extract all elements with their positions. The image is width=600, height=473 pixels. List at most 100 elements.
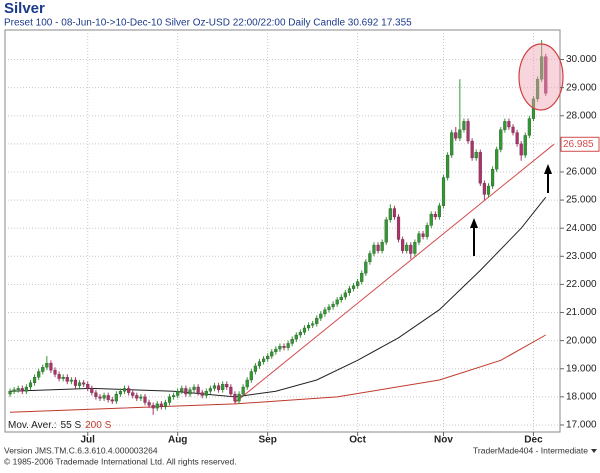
candle-body <box>319 313 323 319</box>
candle-body <box>388 208 392 220</box>
candle-body <box>245 379 249 388</box>
candle-body <box>147 402 151 406</box>
candle-body <box>257 361 262 367</box>
y-tick-label: 25.000 <box>566 195 597 206</box>
candle-body <box>172 395 176 398</box>
candle-body <box>421 233 425 237</box>
candle-body <box>16 388 20 390</box>
candle-body <box>429 213 433 226</box>
candle-body <box>266 355 270 360</box>
candle-body <box>12 389 16 392</box>
candle-body <box>437 205 441 218</box>
candle-body <box>229 386 233 395</box>
arrow <box>470 218 478 256</box>
y-tick-label: 20.000 <box>566 335 597 346</box>
candle-body <box>351 285 356 289</box>
chart-title: Silver <box>4 0 45 17</box>
candle-body <box>188 389 192 395</box>
candle-body <box>372 244 376 254</box>
footer-copyright: © 1985-2006 Trademade International Ltd.… <box>4 456 237 466</box>
x-tick-label: Aug <box>168 435 187 446</box>
candle-body <box>114 393 118 402</box>
candle-body <box>86 384 90 389</box>
candle-body <box>331 303 335 308</box>
candle-body <box>356 281 360 286</box>
candle-body <box>298 332 302 336</box>
moving-average <box>9 196 547 398</box>
candle-body <box>462 121 466 130</box>
dropdown-icon[interactable] <box>591 449 597 453</box>
chart-subtitle: Preset 100 - 08-Jun-10->10-Dec-10 Silver… <box>4 18 412 29</box>
y-tick-label: 28.000 <box>566 110 597 121</box>
y-tick-label: 19.000 <box>566 363 597 374</box>
overlays <box>9 143 555 413</box>
trendline <box>234 143 555 403</box>
candle-body <box>323 309 327 315</box>
plot-area <box>4 29 561 433</box>
candle-body <box>384 219 388 243</box>
y-tick-label: 18.000 <box>566 392 597 403</box>
candle-body <box>237 393 241 402</box>
candle-body <box>380 242 384 251</box>
candle-body <box>392 208 397 218</box>
candles <box>8 40 548 415</box>
arrow-head <box>544 164 552 174</box>
candle-body <box>376 244 380 251</box>
candle-body <box>446 154 450 178</box>
candle-body <box>204 391 208 396</box>
candle-body <box>294 334 298 340</box>
candle-body <box>159 403 163 407</box>
candle-body <box>20 388 24 392</box>
x-tick-label: Sep <box>258 435 276 446</box>
candle-body <box>405 244 409 251</box>
grid <box>5 30 560 432</box>
candle-body <box>311 323 315 326</box>
candle-body <box>90 388 94 393</box>
legend-entry: 200 S <box>85 420 111 431</box>
candle-body <box>470 140 474 159</box>
candle-body <box>106 395 110 400</box>
candle-body <box>8 391 12 395</box>
candle-body <box>253 365 257 372</box>
candle-body <box>486 185 491 195</box>
candle-body <box>57 374 61 379</box>
candle-body <box>327 306 331 310</box>
candle-body <box>278 346 282 350</box>
candle-body <box>274 348 278 353</box>
candle-body <box>527 118 531 136</box>
candle-body <box>401 239 405 251</box>
candle-body <box>302 327 307 333</box>
candle-body <box>364 261 368 274</box>
candle-body <box>217 385 221 390</box>
candle-body <box>241 386 245 395</box>
candle-body <box>540 56 544 80</box>
candle-body <box>192 386 196 390</box>
candle-body <box>347 288 352 293</box>
candle-body <box>282 346 286 348</box>
candle-body <box>180 388 184 392</box>
candle-body <box>343 292 347 298</box>
candle-body <box>290 339 294 344</box>
candle-body <box>535 79 540 100</box>
legend: Mov. Aver.: 55 S 200 S <box>8 420 112 431</box>
candle-body <box>270 351 274 357</box>
candle-body <box>466 121 470 142</box>
candle-body <box>61 377 65 379</box>
candle-body <box>482 183 486 195</box>
candle-body <box>82 382 86 385</box>
candle-body <box>315 317 319 324</box>
arrow <box>544 164 552 193</box>
candle-body <box>139 396 143 399</box>
highlight-ellipse <box>518 43 564 111</box>
y-tick-label: 22.000 <box>566 279 597 290</box>
candle-body <box>495 149 499 170</box>
candle-body <box>339 296 343 301</box>
candle-body <box>45 362 49 368</box>
candle-body <box>523 135 527 156</box>
x-tick-label: Dec <box>524 435 543 446</box>
candle-body <box>28 382 33 388</box>
candle-body <box>176 391 180 396</box>
candle-body <box>184 388 188 395</box>
candle-body <box>73 379 78 386</box>
candle-body <box>396 216 401 240</box>
